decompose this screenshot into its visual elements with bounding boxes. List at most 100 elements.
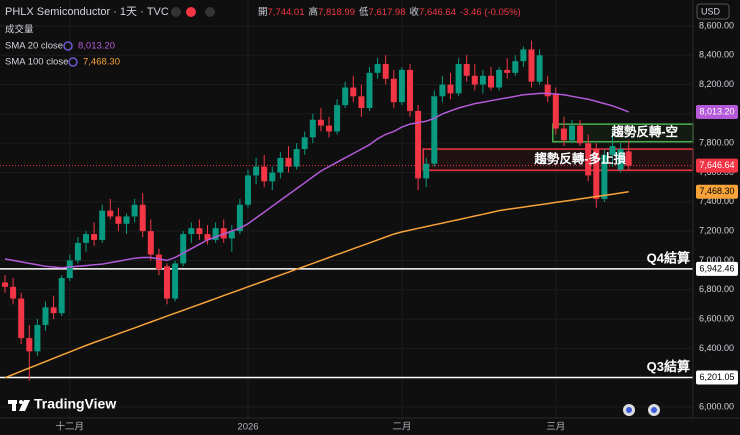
candle-body [196, 228, 203, 235]
candle-body [147, 231, 154, 255]
level-label: Q3結算 [647, 359, 690, 374]
candle-body [366, 72, 373, 109]
candle-body [520, 49, 527, 62]
candle-body [285, 157, 292, 167]
price-badge [696, 104, 738, 119]
candle-body [10, 286, 17, 299]
candle-body [269, 172, 276, 182]
header-icons [63, 7, 215, 67]
ohlc-value: 7,744.01 [268, 7, 305, 18]
candle-body [58, 278, 65, 314]
candle-body [609, 146, 616, 155]
candle-body [407, 69, 413, 111]
candle-body [123, 216, 130, 224]
level-label: Q4結算 [647, 250, 690, 265]
currency[interactable]: USD [701, 6, 721, 16]
price-badge [696, 370, 738, 385]
candle-body [180, 234, 187, 264]
legend-entry: SMA 100 close [5, 57, 68, 68]
candle-body [326, 125, 332, 132]
candle-body [115, 216, 122, 224]
candle-body [277, 157, 284, 173]
price-badge-label: 7,646.64 [699, 160, 734, 170]
legend-entry: SMA 20 close [5, 41, 63, 52]
candle-body [204, 234, 211, 240]
candle-body [139, 204, 146, 232]
ohlc-value: 7,646.64 [419, 7, 456, 18]
y-tick-label: 7,400.00 [699, 196, 734, 206]
candle-body [577, 125, 584, 144]
logo [8, 400, 30, 411]
candle-body [358, 96, 365, 109]
candle-body [617, 149, 624, 170]
ohlc-value: 7,617.98 [369, 7, 406, 18]
candle-body [544, 84, 551, 97]
candle-body [34, 324, 41, 352]
candle-body [342, 87, 349, 106]
y-tick-label: 6,400.00 [699, 343, 734, 353]
candle-body [42, 307, 49, 325]
candle-body [74, 242, 81, 261]
candle-body [415, 110, 422, 179]
candle-body [212, 228, 219, 240]
candle-body [560, 128, 567, 141]
candle-body [552, 93, 559, 129]
ohlc-label: 收 [410, 6, 420, 18]
ohlc-change: -3.46 (-0.05%) [460, 7, 521, 18]
candle-body [91, 234, 98, 240]
y-tick-label: 8,600.00 [699, 20, 734, 30]
candle-body [155, 254, 162, 270]
x-tick-label: 2026 [237, 422, 258, 433]
ohlc-label: 高 [309, 6, 319, 18]
chart-title: PHLX Semiconductor · 1天 · TVC [5, 6, 169, 18]
candle-body [334, 105, 341, 132]
y-tick-label: 6,600.00 [699, 313, 734, 323]
candle-body [245, 175, 251, 205]
candle-body [455, 64, 462, 94]
candle-body [164, 266, 170, 299]
candle-body [309, 119, 316, 138]
legend-value: 8,013.20 [78, 41, 115, 52]
y-tick-label: 7,000.00 [699, 255, 734, 265]
candle-body [131, 204, 138, 217]
price-badge [696, 184, 738, 199]
candle-body [228, 231, 235, 239]
candle-body [528, 49, 535, 82]
candle-body [66, 260, 73, 279]
candle-body [447, 84, 454, 94]
candle-body [601, 154, 608, 199]
ohlc-label: 開 [258, 7, 268, 18]
labels: 6,000.006,200.006,400.006,600.006,800.00… [56, 20, 738, 433]
price-badge [696, 158, 738, 173]
candle-body [398, 69, 405, 103]
candle-body [350, 87, 357, 97]
candle-body [625, 151, 632, 166]
candle-body [382, 64, 389, 79]
candle-body [317, 119, 324, 126]
zone-label: 趨勢反轉-多止損 [533, 151, 626, 166]
sma-line [4, 92, 629, 269]
candle-body [471, 75, 478, 85]
currency-box[interactable] [696, 3, 730, 20]
candle-body [374, 64, 381, 73]
x-tick-label: 十二月 [56, 421, 85, 433]
volume-label: 成交量 [5, 24, 34, 36]
ohlc-header: 開7,744.01 高7,818.99 低7,617.98 收7,646.64 -3.4… [258, 6, 521, 18]
candle-body [439, 84, 446, 97]
indicator-lines [4, 92, 629, 379]
candle-body [261, 166, 268, 182]
x-tick-label: 二月 [392, 422, 411, 433]
candle-body [479, 75, 486, 85]
candle-body [293, 149, 300, 167]
y-tick-label: 7,800.00 [699, 138, 734, 148]
candles [2, 40, 632, 381]
candle-body [50, 307, 57, 314]
flag-icons [623, 404, 660, 416]
sma-line [4, 191, 629, 379]
candle-body [99, 210, 106, 240]
y-tick-label: 8,400.00 [699, 50, 734, 60]
price-badge [696, 261, 738, 276]
y-tick-label: 6,800.00 [699, 284, 734, 294]
candle-body [423, 163, 430, 179]
